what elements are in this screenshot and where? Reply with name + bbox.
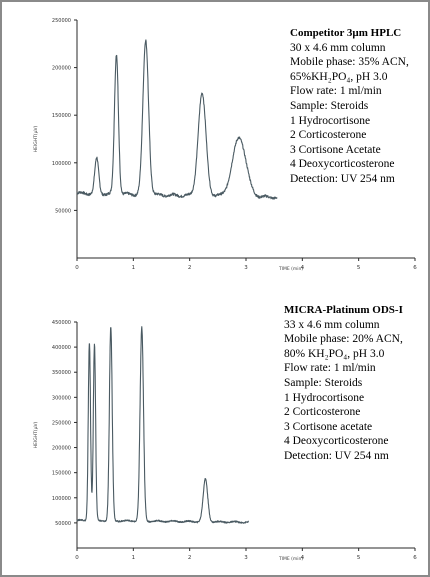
chart-2-y-tick-label: 250000 [52, 420, 71, 426]
chart-1-x-tick-label: 1 [132, 265, 136, 271]
chart-2-peak-point [204, 476, 206, 478]
chart-1-note: Detection: UV 254 nm [290, 172, 395, 185]
chart-1-note: 4 Deoxycorticosterone [290, 158, 395, 171]
chart-2-y-tick-label: 450000 [52, 320, 71, 326]
chart-2-x-tick-label: 5 [357, 555, 361, 561]
chart-2-peak-point [88, 341, 90, 343]
chart-1-note: 2 Corticosterone [290, 129, 367, 142]
chart-1-y-tick-label: 200000 [52, 66, 71, 72]
chart-2-series-line [76, 326, 250, 524]
chart-2-peak-point [93, 343, 95, 345]
chart-2-x-tick-label: 2 [188, 555, 192, 561]
chart-1-title: Competitor 3µm HPLC [290, 27, 402, 39]
chart-1-note: Sample: Steroids [290, 99, 369, 112]
chart-2-x-tick-label: 3 [244, 555, 248, 561]
chart-2-note: 2 Corticosterone [284, 406, 361, 419]
chart-2-peak-point [141, 326, 143, 328]
chart-2-y-tick-label: 200000 [52, 446, 71, 452]
chart-1-peak-point [145, 38, 147, 40]
chart-2-annotation: MICRA-Platinum ODS-I 33 x 4.6 mm column … [284, 303, 403, 464]
chart-1-y-tick-label: 50000 [55, 208, 71, 214]
chart-1-peak-point [201, 90, 203, 92]
chart-1-note: 3 Cortisone Acetate [290, 143, 381, 156]
chart-2-x-axis-label: TIME (min) [278, 556, 303, 562]
chart-2-note: Detection: UV 254 nm [284, 449, 389, 462]
chart-2-y-tick-label: 50000 [55, 521, 71, 527]
chart-2-y-tick-label: 350000 [52, 370, 71, 376]
chart-2-note: 33 x 4.6 mm column [284, 318, 380, 331]
chart-1-x-tick-label: 4 [301, 265, 305, 271]
chart-1-note: Mobile phase: 35% ACN, [290, 56, 409, 69]
chart-2-y-tick-label: 100000 [52, 496, 71, 502]
chart-1-x-tick-label: 2 [188, 265, 192, 271]
chart-1-y-axis-label: HEIGHT(µV) [33, 125, 39, 152]
chart-2-x-tick-label: 4 [301, 555, 305, 561]
chart-1-y-tick-label: 250000 [52, 18, 71, 24]
chart-2-x-tick-label: 6 [413, 555, 417, 561]
chart-2-y-axis-label: HEIGHT(µV) [33, 421, 39, 448]
chart-1-note: Flow rate: 1 ml/min [290, 85, 382, 98]
chart-1-x-tick-label: 3 [244, 265, 248, 271]
chart-1-peak-point [115, 52, 117, 54]
chart-2-peak-point [110, 326, 112, 328]
chart-2-y-tick-label: 150000 [52, 471, 71, 477]
chart-1-note: 65%KH₂PO₄, pH 3.0 [290, 70, 388, 83]
chart-2-x-tick-label: 1 [132, 555, 136, 561]
chart-2-note: 80% KH₂PO₄, pH 3.0 [284, 347, 385, 360]
chart-1-annotation: Competitor 3µm HPLC 30 x 4.6 mm column M… [290, 26, 409, 187]
chart-2-note: 4 Deoxycorticosterone [284, 435, 389, 448]
chart-1-y-tick-label: 100000 [52, 161, 71, 167]
chart-1-y-tick-label: 150000 [52, 113, 71, 119]
chart-2-title: MICRA-Platinum ODS-I [284, 304, 403, 316]
chart-2-note: Flow rate: 1 ml/min [284, 362, 376, 375]
chart-2-y-tick-label: 400000 [52, 345, 71, 351]
chart-1-note: 1 Hydrocortisone [290, 114, 371, 127]
chart-1-peak-point [96, 157, 98, 159]
chart-1-x-tick-label: 6 [413, 265, 417, 271]
chart-2-x-tick-label: 0 [75, 555, 79, 561]
chart-2-note: Sample: Steroids [284, 376, 363, 389]
chart-1-note: 30 x 4.6 mm column [290, 41, 386, 54]
chart-2-note: Mobile phase: 20% ACN, [284, 333, 403, 346]
chart-1-series-line [76, 39, 278, 200]
chart-1-x-tick-label: 0 [75, 265, 79, 271]
chart-2-note: 1 Hydrocortisone [284, 391, 365, 404]
chart-1-x-axis-label: TIME (min) [278, 266, 303, 272]
chart-2-note: 3 Cortisone acetate [284, 420, 373, 433]
chart-1-x-tick-label: 5 [357, 265, 361, 271]
chart-1-peak-point [238, 133, 240, 135]
chart-2-y-tick-label: 300000 [52, 395, 71, 401]
